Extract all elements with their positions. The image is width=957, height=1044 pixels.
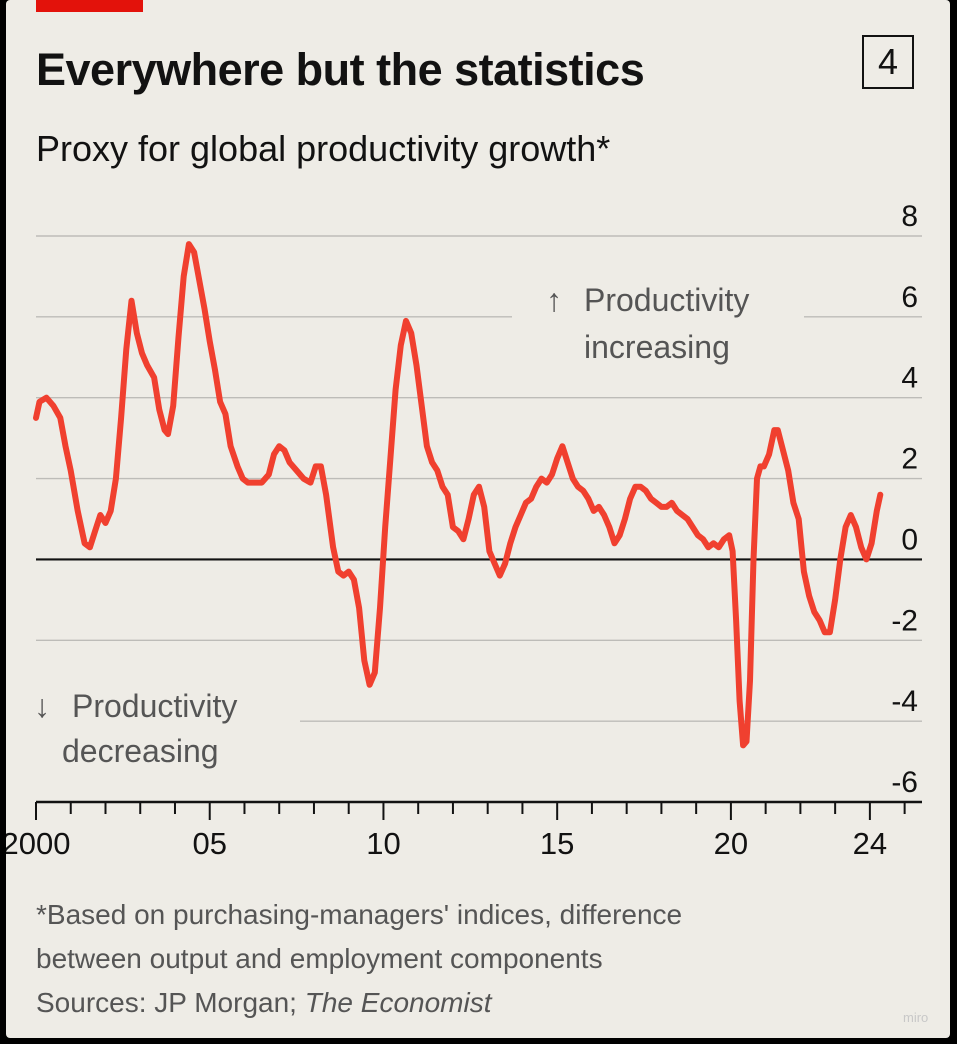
chart-subtitle: Proxy for global productivity growth* [36, 128, 611, 169]
y-tick-label: 0 [901, 523, 918, 556]
source-prefix: Sources: JP Morgan; [36, 987, 305, 1018]
chart-footnotes: *Based on purchasing-managers' indices, … [36, 893, 682, 1025]
annotation-up-line2: increasing [584, 329, 730, 365]
x-tick-label: 15 [540, 826, 574, 861]
y-tick-label: 6 [901, 281, 918, 314]
x-tick-label: 05 [192, 826, 226, 861]
source-line: Sources: JP Morgan; The Economist [36, 981, 682, 1025]
y-tick-label: 8 [901, 200, 918, 233]
y-tick-label: 2 [901, 443, 918, 476]
x-tick-label: 2000 [6, 826, 70, 861]
y-tick-label: -2 [891, 604, 918, 637]
down-arrow-icon: ↓ [34, 688, 50, 724]
chart-number-box: 4 [862, 35, 914, 89]
x-tick-label: 24 [853, 826, 887, 861]
miro-watermark: miro [903, 1010, 929, 1025]
chart-title: Everywhere but the statistics [36, 44, 645, 95]
footnote-line-2: between output and employment components [36, 943, 603, 974]
chart-card: Everywhere but the statistics 4 Proxy fo… [6, 0, 950, 1038]
x-tick-label: 20 [714, 826, 748, 861]
productivity-series-line [33, 241, 884, 749]
annotation-down-line1: Productivity [72, 688, 237, 724]
up-arrow-icon: ↑ [546, 282, 562, 318]
annotation-down-mask [30, 680, 300, 776]
y-tick-label: -4 [891, 685, 918, 718]
annotation-up-line1: Productivity [584, 282, 749, 318]
x-tick-label: 10 [366, 826, 400, 861]
source-publication: The Economist [304, 987, 492, 1018]
brand-red-tag [36, 0, 143, 12]
y-tick-label: -6 [891, 766, 918, 799]
annotation-up-mask [512, 276, 804, 368]
y-tick-label: 4 [901, 362, 918, 395]
footnote-line-1: *Based on purchasing-managers' indices, … [36, 899, 683, 930]
annotation-down-line2: decreasing [62, 733, 219, 769]
